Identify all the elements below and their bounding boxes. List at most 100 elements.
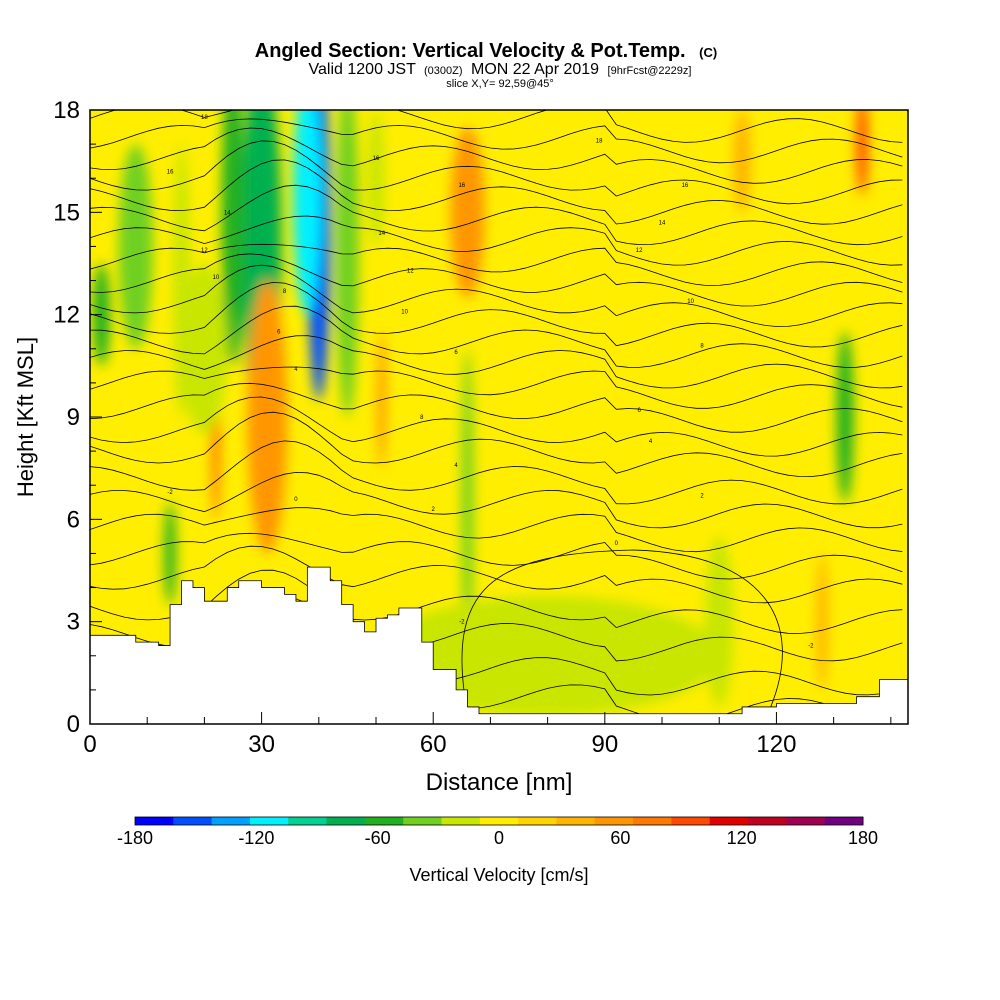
colorbar-ticks: -180 -120 -60 0 60 120 180 [117,828,878,848]
subtitle-valid: Valid 1200 JST [309,61,417,78]
y-axis-label: Height [Kft MSL] [13,337,38,497]
chart-subtitle: Valid 1200 JST (0300Z) MON 22 Apr 2019 [… [309,61,692,78]
theta-contour-label: 6 [637,408,641,414]
theta-contour-label: 18 [596,139,603,145]
theta-contour-label: 8 [700,343,704,349]
theta-contour-label: 14 [224,210,231,216]
x-axis-label: Distance [nm] [426,769,573,796]
theta-contour-labels: 18 16 14 12 10 8 6 4 -2 0 16 14 12 10 8 6 4 2 16 18 16 14 12 10… [167,115,814,650]
theta-contour-label: 12 [636,248,643,254]
theta-contour-label: 16 [682,183,689,189]
theta-contour-8 [90,440,903,505]
theta-contour-label: 0 [294,497,298,503]
colorbar-swatch [135,817,174,825]
theta-contour-10 [90,396,903,457]
colorbar-swatch [364,817,404,825]
theta-contour-label: 14 [378,231,385,237]
colorbar-swatch [786,817,826,825]
velocity-cell-22 [181,263,228,435]
y-tick-label: 12 [53,302,80,329]
theta-contour-label: 4 [649,439,653,445]
velocity-cell-5 [118,144,153,349]
colorbar-swatch [479,817,519,825]
theta-contour-label: 6 [277,330,281,336]
subtitle-utc: (0300Z) [424,65,463,77]
theta-contour-label: 2 [432,507,436,513]
theta-contour-16 [90,264,903,327]
colorbar-swatch [326,817,366,825]
velocity-cell-10 [367,110,385,247]
theta-contour-9 [90,411,903,478]
theta-contour-4 [90,545,903,604]
theta-contour-label: 0 [615,541,619,547]
colorbar-swatch [173,817,213,825]
colorbar-swatch [518,817,557,825]
colorbar-swatch [556,817,596,825]
theta-contour-23 [90,127,903,184]
theta-contour-label: 16 [458,183,465,189]
colorbar-swatch [288,817,328,825]
y-tick-label: 0 [67,711,80,738]
x-tick-label: 60 [420,731,447,758]
y-tick-label: 3 [67,609,80,636]
colorbar-frame [134,816,864,826]
theta-contour-label: 18 [201,115,208,121]
theta-contour-label: 12 [407,268,414,274]
y-tick-label: 6 [67,506,80,533]
theta-contour-3 [90,569,903,634]
colorbar-tick-label: 120 [727,828,757,848]
chart-title-main: Angled Section: Vertical Velocity & Pot.… [255,40,686,62]
theta-contour-17 [90,253,903,307]
subtitle-date: MON 22 Apr 2019 [471,61,599,78]
colorbar-tick-label: 60 [610,828,630,848]
theta-contour-18 [90,243,903,287]
velocity-cell-19 [816,553,828,690]
colorbar-swatch [709,817,749,825]
theta-contour-label: 6 [454,350,458,356]
x-tick-label: 120 [756,731,796,758]
colorbar-swatch [748,817,787,825]
colorbar-swatch [403,817,443,825]
theta-contour-21 [90,159,903,225]
theta-contour-label: 4 [294,367,298,373]
theta-contour-14 [90,305,903,368]
theta-contour-label: 2 [700,493,704,499]
velocity-cell-4 [335,110,359,417]
colorbar-swatch [211,817,251,825]
theta-contour-7 [90,471,903,529]
theta-contour-label: -2 [808,644,814,650]
y-tick-label: 15 [53,199,80,226]
theta-contour-label: -2 [459,620,465,626]
x-tick-label: 0 [83,731,96,758]
theta-contour-5 [90,532,903,580]
theta-contour-20 [90,184,903,246]
colorbar-swatch [671,817,711,825]
theta-contour-closed [461,549,783,714]
colorbar-label: Vertical Velocity [cm/s] [409,865,588,885]
velocity-cell-3 [221,110,245,366]
theta-contour-15 [90,281,903,348]
theta-contour-label: 16 [373,156,380,162]
y-tick-label: 9 [67,404,80,431]
theta-contours [90,110,903,723]
colorbar-swatch [441,817,481,825]
theta-contour-label: 8 [283,289,287,295]
colorbar-tick-label: -180 [117,828,153,848]
theta-contour-22 [90,140,903,205]
theta-contour-label: 10 [401,309,408,315]
colorbar-swatch [594,817,634,825]
theta-contour-label: -2 [167,490,173,496]
chart-title: Angled Section: Vertical Velocity & Pot.… [255,40,717,62]
colorbar-swatch [249,817,289,825]
theta-contour-13 [90,335,903,389]
velocity-cell-1 [293,110,322,315]
theta-contour-label: 8 [420,415,424,421]
theta-contour-25 [90,110,903,143]
chart-slice-info: slice X,Y= 92,59@45° [446,78,554,90]
y-tick-label: 18 [53,97,80,124]
velocity-cell-9 [836,331,854,503]
chart-title-suffix: (C) [699,45,717,60]
velocity-cell-16 [450,127,485,298]
theta-contour-label: 14 [659,221,666,227]
